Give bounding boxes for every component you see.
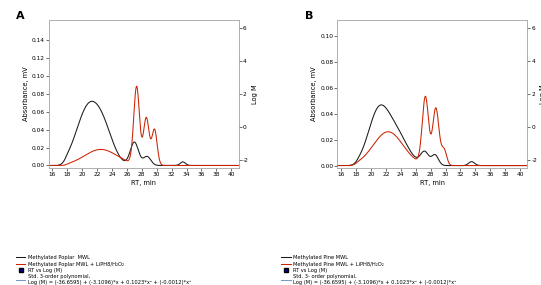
Y-axis label: Absorbance, mV: Absorbance, mV — [23, 67, 29, 121]
Legend: Methylated Pine MWL, Methylated Pine MWL + LiPH8/H₂O₂, RT vs Log (M), Std. 3- or: Methylated Pine MWL, Methylated Pine MWL… — [281, 255, 456, 285]
Text: A: A — [16, 11, 25, 21]
Y-axis label: Log M: Log M — [540, 84, 541, 104]
Text: B: B — [305, 11, 314, 21]
X-axis label: RT, min: RT, min — [420, 180, 445, 186]
X-axis label: RT, min: RT, min — [131, 180, 156, 186]
Y-axis label: Absorbance, mV: Absorbance, mV — [312, 67, 318, 121]
Y-axis label: Log M: Log M — [252, 84, 258, 104]
Legend: Methylated Poplar  MWL, Methylated Poplar MWL + LiPH8/H₂O₂, RT vs Log (M), Std. : Methylated Poplar MWL, Methylated Poplar… — [16, 255, 190, 285]
